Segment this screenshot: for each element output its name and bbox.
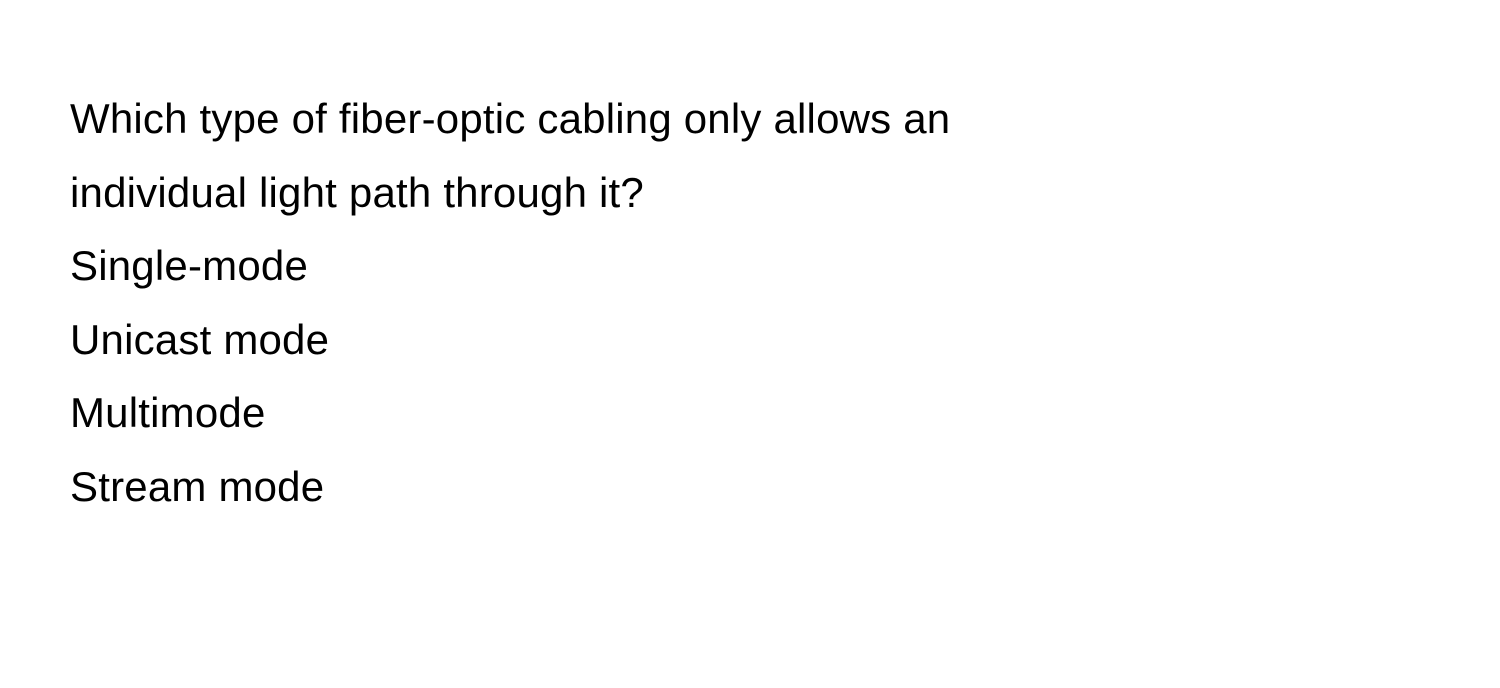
question-text-line2: individual light path through it? [70,156,1430,230]
question-block: Which type of fiber-optic cabling only a… [0,0,1500,523]
answer-option[interactable]: Single-mode [70,229,1430,303]
answer-option[interactable]: Unicast mode [70,303,1430,377]
question-text-line1: Which type of fiber-optic cabling only a… [70,82,1430,156]
answer-option[interactable]: Stream mode [70,450,1430,524]
answer-option[interactable]: Multimode [70,376,1430,450]
